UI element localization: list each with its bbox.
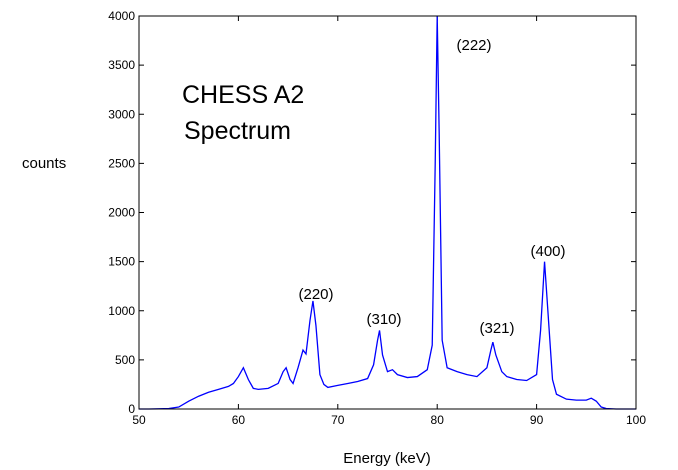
- x-tick-label: 60: [232, 413, 246, 427]
- x-axis-label: Energy (keV): [343, 450, 431, 467]
- peak-annotation: (400): [530, 243, 565, 260]
- y-axis-label: counts: [22, 155, 66, 172]
- y-tick-label: 2500: [108, 156, 135, 170]
- x-tick-label: 80: [431, 413, 445, 427]
- x-tick-label: 50: [132, 413, 146, 427]
- peak-annotation: (321): [479, 320, 514, 337]
- y-tick-label: 4000: [108, 9, 135, 23]
- plot-frame: [138, 15, 637, 410]
- peak-annotation: (310): [366, 311, 401, 328]
- spectrum-line: [139, 15, 636, 410]
- chart-title-line: CHESS A2: [182, 81, 304, 109]
- y-tick-label: 3000: [108, 107, 135, 121]
- y-tick-label: 0: [128, 402, 135, 416]
- peak-annotation: (222): [456, 37, 491, 54]
- x-tick-label: 100: [626, 413, 646, 427]
- y-tick-label: 1500: [108, 255, 135, 269]
- chart-title-line: Spectrum: [184, 117, 291, 145]
- y-tick-label: 1000: [108, 304, 135, 318]
- peak-annotation: (220): [298, 286, 333, 303]
- x-tick-label: 70: [331, 413, 345, 427]
- y-tick-label: 500: [115, 353, 135, 367]
- y-tick-label: 2000: [108, 206, 135, 220]
- y-tick-label: 3500: [108, 58, 135, 72]
- x-tick-label: 90: [530, 413, 544, 427]
